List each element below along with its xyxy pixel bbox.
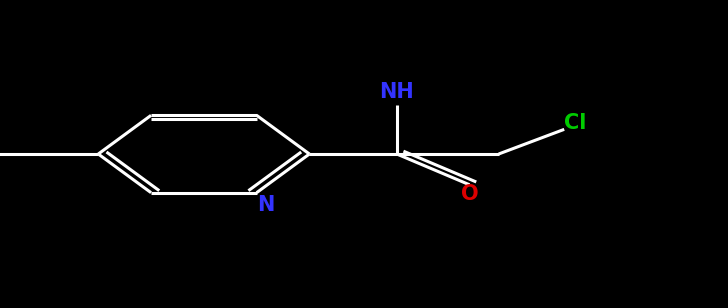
Text: NH: NH (379, 83, 414, 102)
Text: O: O (461, 184, 478, 204)
Text: Cl: Cl (564, 113, 586, 133)
Text: N: N (257, 195, 274, 215)
